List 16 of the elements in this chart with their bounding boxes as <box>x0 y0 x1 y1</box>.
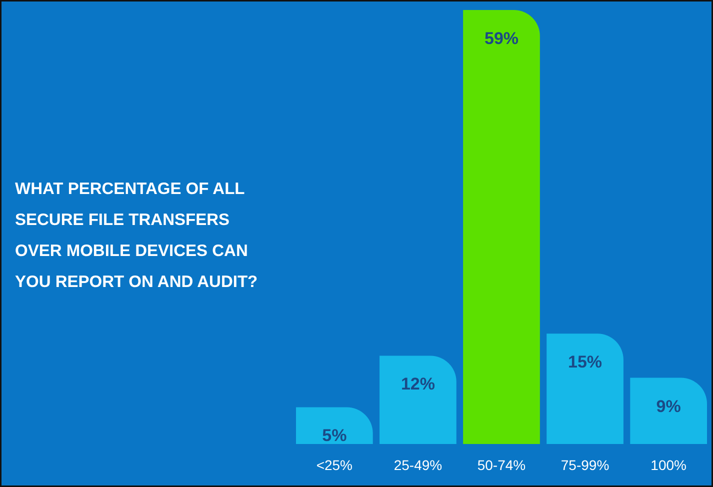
data-label: 12% <box>400 374 435 394</box>
x-tick-label: 100% <box>650 457 686 473</box>
x-tick-label: 75-99% <box>560 457 610 473</box>
x-tick-label: <25% <box>316 457 353 473</box>
text: WHAT PERCENTAGE OF ALL SECURE FILE TRANSFERS OVER MOBILE DEVICES CAN YOU REPORT ON AND AUDIT? <box>15 180 258 291</box>
bar <box>380 356 456 444</box>
data-label: 5% <box>322 426 347 446</box>
data-label: 15% <box>568 352 602 372</box>
data-label: 9% <box>656 396 681 416</box>
bar <box>296 407 373 444</box>
bar <box>463 10 540 444</box>
bar <box>546 334 624 444</box>
data-label: 59% <box>484 29 519 48</box>
x-tick-label: 25-49% <box>394 457 442 473</box>
bar <box>630 378 707 444</box>
x-tick-label: 50-74% <box>477 457 526 473</box>
